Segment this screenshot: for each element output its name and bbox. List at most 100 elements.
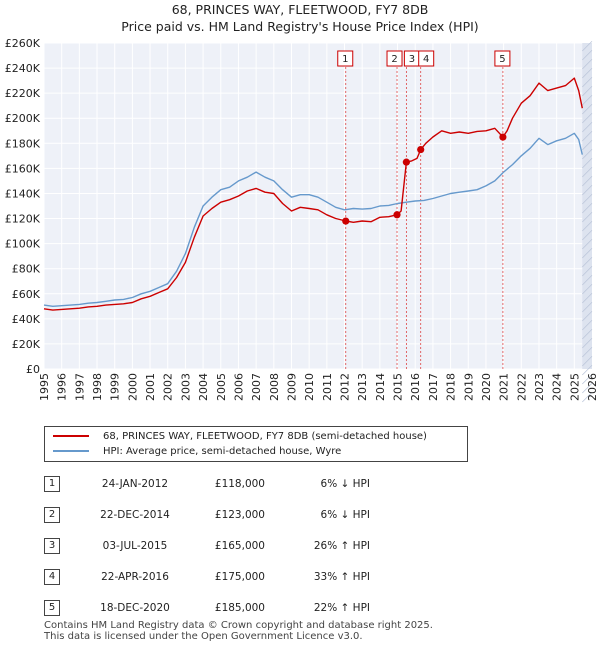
x-tick-label: 2011 — [321, 373, 334, 401]
sale-price: £165,000 — [214, 540, 265, 552]
future-hatch — [581, 112, 593, 124]
future-hatch — [581, 49, 593, 61]
future-hatch — [581, 40, 593, 52]
y-tick-label: £140K — [5, 187, 41, 200]
x-tick-label: 2003 — [179, 373, 192, 401]
future-hatch — [581, 130, 593, 142]
future-hatch — [581, 391, 593, 403]
x-tick-label: 2001 — [144, 373, 157, 401]
future-hatch — [581, 346, 593, 358]
future-hatch — [581, 256, 593, 268]
future-hatch — [581, 139, 593, 151]
y-tick-label: £120K — [5, 213, 41, 226]
future-hatch — [581, 157, 593, 169]
y-tick-label: £100K — [5, 238, 41, 251]
y-tick-label: £160K — [5, 162, 41, 175]
grid-lines — [43, 42, 593, 370]
future-hatch — [581, 94, 593, 106]
x-tick-label: 2025 — [568, 373, 581, 401]
x-tick-label: 2019 — [462, 373, 475, 401]
future-hatch — [581, 184, 593, 196]
sale-marker — [499, 133, 507, 141]
future-hatch — [581, 301, 593, 313]
sale-label-box — [494, 50, 511, 67]
sale-marker — [402, 158, 410, 166]
sale-price: £175,000 — [214, 571, 265, 583]
x-tick-label: 2026 — [586, 373, 599, 401]
y-tick-label: £260K — [5, 37, 41, 50]
future-hatch — [581, 175, 593, 187]
x-tick-label: 2006 — [232, 373, 245, 401]
footer: Contains HM Land Registry data © Crown c… — [44, 620, 433, 642]
future-hatch — [581, 211, 593, 223]
sale-hpi-diff: 26% ↑ HPI — [313, 540, 370, 552]
sale-number: 4 — [44, 569, 60, 585]
future-hatch — [581, 310, 593, 322]
x-tick-label: 2004 — [197, 373, 210, 401]
future-hatch — [581, 76, 593, 88]
x-tick-label: 1996 — [56, 373, 69, 401]
sale-date: 03-JUL-2015 — [102, 540, 168, 552]
future-hatch — [581, 148, 593, 160]
x-tick-label: 2005 — [215, 373, 228, 401]
future-hatch — [581, 337, 593, 349]
sale-markers — [342, 133, 507, 225]
y-tick-label: £0 — [26, 363, 40, 376]
sale-marker — [417, 145, 425, 154]
axis-labels: £0 £20K £40K £60K £80K £100K £120K £140K £160K £1… — [5, 37, 599, 401]
future-hatch — [581, 283, 593, 295]
sale-label-number: 1 — [342, 54, 348, 65]
future-hatch — [581, 85, 593, 97]
legend: 68, PRINCES WAY, FLEETWOOD, FY7 8DB (sem… — [44, 426, 468, 462]
future-hatch — [581, 103, 593, 115]
x-tick-label: 2000 — [126, 373, 139, 401]
x-tick-label: 2010 — [303, 373, 316, 401]
future-hatch — [581, 58, 593, 70]
x-tick-label: 2016 — [409, 373, 422, 401]
footer-copyright: Contains HM Land Registry data © Crown c… — [44, 620, 433, 631]
sale-hpi-diff: 6% ↓ HPI — [320, 478, 370, 490]
x-tick-label: 2015 — [392, 373, 405, 401]
x-tick-label: 2009 — [285, 373, 298, 401]
legend-item-property: 68, PRINCES WAY, FLEETWOOD, FY7 8DB (sem… — [53, 430, 427, 444]
x-tick-label: 2024 — [551, 373, 564, 401]
sale-number: 2 — [44, 507, 60, 523]
future-hatch — [581, 202, 593, 214]
future-hatch — [581, 166, 593, 178]
sale-marker — [393, 211, 401, 219]
y-tick-label: £80K — [12, 263, 41, 276]
series-line-hpi — [43, 132, 583, 307]
plot-area — [44, 43, 592, 369]
sale-label-box — [386, 50, 403, 67]
y-tick-label: £240K — [5, 62, 41, 75]
sale-date: 22-APR-2016 — [101, 571, 169, 583]
future-hatch — [581, 238, 593, 250]
future-hatch — [581, 247, 593, 259]
future-hatch — [581, 121, 593, 133]
y-tick-label: £20K — [12, 338, 41, 351]
x-tick-label: 1999 — [109, 373, 122, 401]
footer-licence: This data is licensed under the Open Gov… — [44, 631, 363, 642]
x-tick-label: 2007 — [250, 373, 263, 401]
sale-price: £118,000 — [214, 478, 265, 490]
x-tick-label: 2018 — [445, 373, 458, 401]
sale-label-number: 4 — [423, 54, 429, 65]
table-row: 5 18-DEC-2020 £185,000 22% ↑ HPI — [0, 599, 600, 617]
chart-title-block: 68, PRINCES WAY, FLEETWOOD, FY7 8DB Pric… — [0, 1, 600, 35]
y-tick-label: £180K — [5, 137, 41, 150]
sale-hpi-diff: 33% ↑ HPI — [313, 571, 370, 583]
table-row: 4 22-APR-2016 £175,000 33% ↑ HPI — [0, 568, 600, 586]
x-tick-label: 2014 — [374, 373, 387, 401]
sale-label-number: 3 — [409, 54, 415, 65]
sale-number: 3 — [44, 538, 60, 554]
future-hatch — [581, 364, 593, 376]
x-tick-label: 2022 — [515, 373, 528, 401]
sale-number: 1 — [44, 476, 60, 492]
sale-label-box — [418, 50, 435, 67]
future-shade — [581, 40, 593, 403]
sale-hpi-diff: 22% ↑ HPI — [313, 602, 370, 614]
sale-label-number: 5 — [499, 54, 505, 65]
legend-label: 68, PRINCES WAY, FLEETWOOD, FY7 8DB (sem… — [103, 431, 427, 442]
